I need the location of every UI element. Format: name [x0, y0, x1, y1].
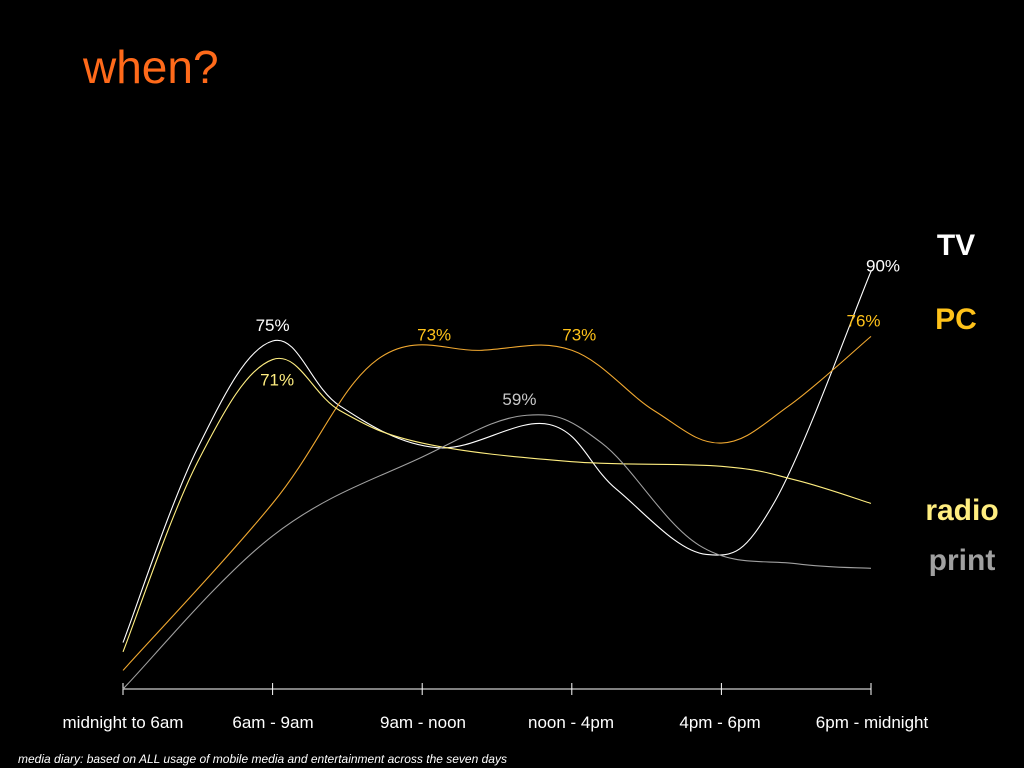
data-label-tv: 75% [256, 316, 290, 335]
x-tick-label: 9am - noon [380, 713, 466, 732]
x-tick-label: 6pm - midnight [816, 713, 929, 732]
legend-label-pc: PC [935, 303, 977, 336]
data-label-pc: 73% [417, 325, 451, 344]
x-tick-label: midnight to 6am [63, 713, 184, 732]
x-tick-label: 4pm - 6pm [679, 713, 760, 732]
footnote: media diary: based on ALL usage of mobil… [18, 752, 507, 766]
series-line-tv [122, 271, 872, 643]
x-axis: midnight to 6am 6am - 9am 9am - noon noon -… [63, 683, 929, 732]
data-label-radio: 71% [260, 371, 294, 390]
page-title: when? [83, 41, 219, 93]
legend-label-print: print [929, 544, 996, 577]
series-line-pc [122, 335, 872, 671]
legend-label-tv: TV [937, 229, 975, 262]
series-line-radio [122, 357, 872, 653]
x-tick-label: noon - 4pm [528, 713, 614, 732]
legend-label-radio: radio [925, 494, 998, 527]
data-label-tv: 90% [866, 256, 900, 275]
data-label-pc: 73% [562, 325, 596, 344]
series-line-print [122, 414, 872, 690]
data-label-print: 59% [502, 390, 536, 409]
x-tick-label: 6am - 9am [232, 713, 313, 732]
data-labels: 75% 90% 73% 73% 76% 71% 59% [256, 256, 900, 409]
data-label-pc: 76% [847, 311, 881, 330]
legend: TV PC radio print [925, 229, 998, 577]
series-lines [122, 271, 872, 690]
